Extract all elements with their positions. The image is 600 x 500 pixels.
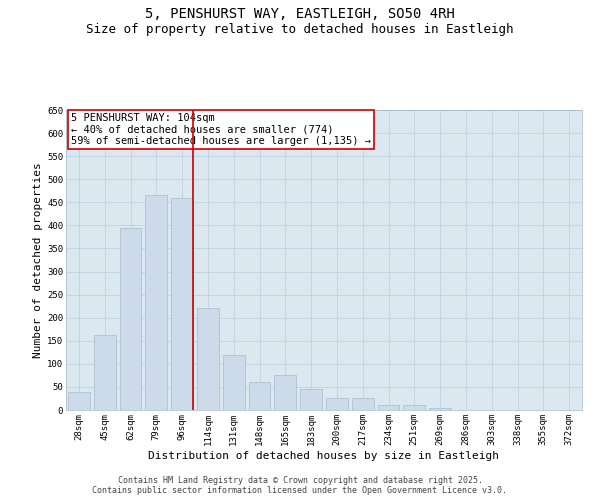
X-axis label: Distribution of detached houses by size in Eastleigh: Distribution of detached houses by size … (149, 450, 499, 460)
Bar (94, 335, 116, 410)
Bar (119, 228, 142, 410)
Bar (223, 354, 245, 410)
Bar (145, 196, 167, 410)
Bar (197, 308, 219, 410)
Text: Contains HM Land Registry data © Crown copyright and database right 2025.
Contai: Contains HM Land Registry data © Crown c… (92, 476, 508, 495)
Text: 5 PENSHURST WAY: 104sqm
← 40% of detached houses are smaller (774)
59% of semi-d: 5 PENSHURST WAY: 104sqm ← 40% of detache… (71, 113, 371, 146)
Bar (352, 398, 374, 410)
Text: 5, PENSHURST WAY, EASTLEIGH, SO50 4RH: 5, PENSHURST WAY, EASTLEIGH, SO50 4RH (145, 8, 455, 22)
Bar (377, 406, 400, 410)
Bar (248, 382, 271, 410)
Bar (171, 198, 193, 410)
Bar (429, 408, 451, 410)
Bar (68, 392, 90, 410)
Bar (403, 406, 425, 410)
Bar (326, 398, 348, 410)
Bar (300, 389, 322, 410)
Y-axis label: Number of detached properties: Number of detached properties (33, 162, 43, 358)
Text: Size of property relative to detached houses in Eastleigh: Size of property relative to detached ho… (86, 22, 514, 36)
Bar (274, 376, 296, 410)
